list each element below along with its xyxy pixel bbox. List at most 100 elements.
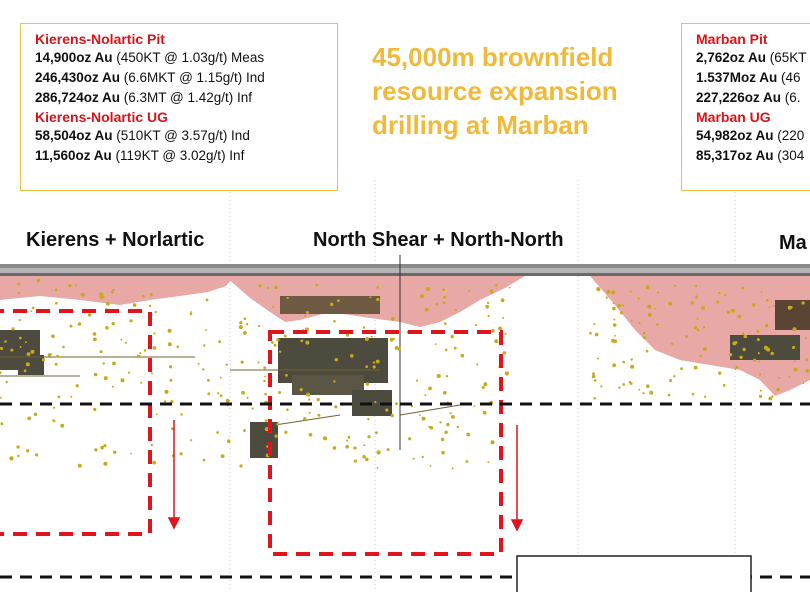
drill-intercept-dot xyxy=(768,306,771,309)
drill-intercept-dot xyxy=(69,324,73,328)
drill-intercept-dot xyxy=(614,335,616,337)
drill-intercept-dot xyxy=(618,386,621,389)
resource-line: 2,762oz Au (65KT xyxy=(696,50,807,65)
drill-intercept-dot xyxy=(792,345,796,350)
drill-intercept-dot xyxy=(136,354,141,359)
drill-intercept-dot xyxy=(278,391,282,394)
drill-intercept-dot xyxy=(502,316,505,319)
drill-intercept-dot xyxy=(9,456,14,461)
drill-intercept-dot xyxy=(638,322,641,325)
drill-intercept-dot xyxy=(410,405,414,408)
drill-intercept-dot xyxy=(140,381,143,384)
drill-intercept-dot xyxy=(443,295,446,299)
drill-intercept-dot xyxy=(504,371,509,376)
drill-intercept-dot xyxy=(395,402,398,406)
drill-intercept-dot xyxy=(758,360,761,363)
drill-intercept-dot xyxy=(421,416,426,421)
drill-intercept-dot xyxy=(54,288,58,292)
drill-intercept-dot xyxy=(613,339,618,343)
drill-intercept-dot xyxy=(238,325,243,330)
drill-intercept-dot xyxy=(758,394,763,398)
drill-intercept-dot xyxy=(451,467,454,470)
drill-intercept-dot xyxy=(103,461,108,466)
drill-intercept-dot xyxy=(353,459,357,463)
drill-intercept-dot xyxy=(460,353,465,358)
drill-intercept-dot xyxy=(16,445,20,449)
drill-intercept-dot xyxy=(240,360,244,364)
drill-intercept-dot xyxy=(308,411,311,414)
drill-intercept-dot xyxy=(345,333,350,337)
drill-intercept-dot xyxy=(630,320,633,323)
drill-intercept-dot xyxy=(722,383,726,387)
drill-intercept-dot xyxy=(190,439,193,442)
drill-intercept-dot xyxy=(420,294,424,299)
drill-intercept-dot xyxy=(742,347,746,352)
drill-intercept-dot xyxy=(27,416,32,421)
drill-intercept-dot xyxy=(308,432,313,437)
drill-intercept-dot xyxy=(759,373,762,376)
drill-intercept-dot xyxy=(498,326,503,331)
drill-intercept-dot xyxy=(487,461,490,464)
drill-intercept-dot xyxy=(367,417,370,421)
drill-intercept-dot xyxy=(768,396,773,401)
drill-intercept-dot xyxy=(305,340,310,345)
down-dip-arrows xyxy=(167,420,524,532)
drill-intercept-dot xyxy=(443,391,447,395)
drill-intercept-dot xyxy=(455,308,457,311)
drill-intercept-dot xyxy=(778,376,781,379)
drill-intercept-dot xyxy=(180,413,183,416)
drill-intercept-dot xyxy=(305,311,309,314)
marban-pit-heading: Marban Pit xyxy=(696,31,768,47)
drill-intercept-dot xyxy=(674,284,677,287)
drill-intercept-dot xyxy=(788,376,791,379)
drill-intercept-dot xyxy=(741,332,745,336)
drill-intercept-dot xyxy=(390,413,394,418)
drill-intercept-dot xyxy=(656,291,659,294)
marban-ug-heading: Marban UG xyxy=(696,109,771,125)
drill-intercept-dot xyxy=(264,392,267,396)
drill-intercept-dot xyxy=(701,306,706,311)
drill-intercept-dot xyxy=(169,378,173,382)
drill-intercept-dot xyxy=(612,323,617,327)
drill-intercept-dot xyxy=(190,311,192,313)
drill-intercept-dot xyxy=(702,326,706,329)
drill-intercept-dot xyxy=(18,291,21,295)
drill-intercept-dot xyxy=(638,388,640,391)
drill-intercept-dot xyxy=(374,400,377,404)
drill-intercept-dot xyxy=(805,358,809,362)
drill-intercept-dot xyxy=(120,338,123,341)
drill-intercept-dot xyxy=(804,337,807,339)
drill-intercept-dot xyxy=(207,392,211,396)
drill-intercept-dot xyxy=(239,464,243,468)
drill-intercept-dot xyxy=(440,437,445,442)
drill-intercept-dot xyxy=(112,361,116,366)
drill-intercept-dot xyxy=(642,392,645,395)
drill-intercept-dot xyxy=(718,291,721,294)
drill-intercept-dot xyxy=(70,395,73,398)
drill-intercept-dot xyxy=(299,388,303,392)
drill-intercept-dot xyxy=(376,466,379,469)
drill-intercept-dot xyxy=(334,405,338,409)
legend-frame xyxy=(516,555,752,592)
drill-intercept-dot xyxy=(481,386,485,389)
drill-intercept-dot xyxy=(276,422,280,426)
drill-intercept-dot xyxy=(372,365,376,369)
drill-intercept-dot xyxy=(225,363,228,366)
drill-intercept-dot xyxy=(11,327,15,331)
drill-intercept-dot xyxy=(392,337,395,341)
drill-intercept-dot xyxy=(25,362,30,367)
drill-intercept-dot xyxy=(334,358,338,362)
drill-intercept-dot xyxy=(502,351,507,355)
drill-intercept-dot xyxy=(87,313,92,317)
drill-intercept-dot xyxy=(667,393,671,397)
drill-intercept-dot xyxy=(741,286,745,290)
drill-intercept-dot xyxy=(36,278,41,283)
kierens-resource-box: Kierens-Nolartic Pit 14,900oz Au (450KT … xyxy=(20,23,338,191)
drill-intercept-dot xyxy=(31,306,35,310)
drill-intercept-dot xyxy=(152,346,157,350)
drill-intercept-dot xyxy=(30,310,33,313)
drill-intercept-dot xyxy=(646,384,650,389)
drill-intercept-dot xyxy=(273,343,277,347)
drill-intercept-dot xyxy=(613,318,616,321)
drill-intercept-dot xyxy=(251,407,254,410)
